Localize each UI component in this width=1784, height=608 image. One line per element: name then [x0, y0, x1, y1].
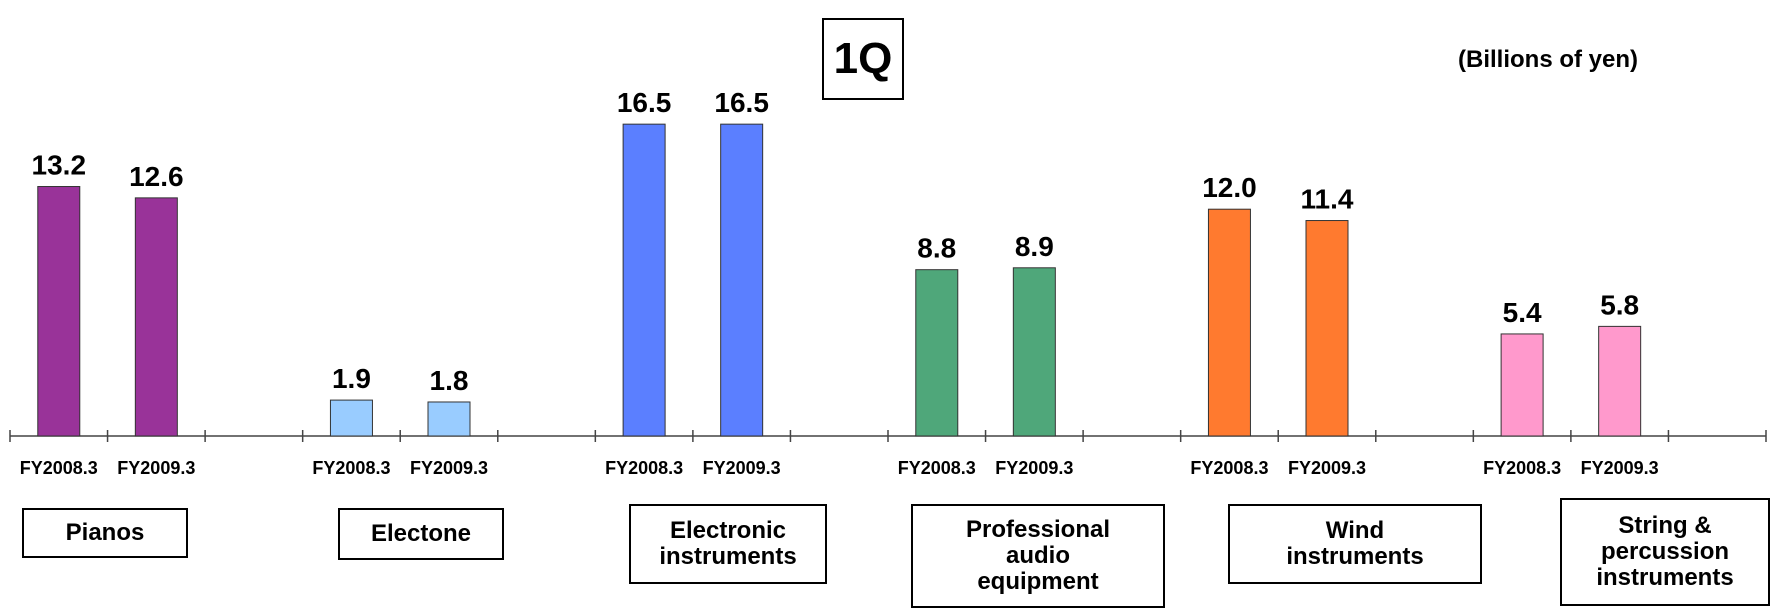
bar: [720, 123, 764, 437]
x-tick-label: FY2009.3: [1581, 458, 1659, 478]
bar-value-label: 5.8: [1600, 289, 1639, 320]
bar: [1012, 267, 1056, 437]
bar-value-label: 8.9: [1015, 231, 1054, 262]
bar: [622, 123, 666, 437]
bar-value-label: 1.9: [332, 363, 371, 394]
bar-value-label: 12.0: [1202, 172, 1257, 203]
x-tick-label: FY2008.3: [605, 458, 683, 478]
x-tick-label: FY2008.3: [312, 458, 390, 478]
bar-value-label: 12.6: [129, 161, 184, 192]
category-label: Pianos: [65, 519, 145, 546]
bar: [915, 269, 959, 437]
bar-value-label: 11.4: [1301, 184, 1354, 215]
category-box: Professional audio equipment: [911, 504, 1165, 608]
bar: [134, 197, 178, 437]
bar: [1207, 208, 1251, 437]
category-label: Wind instruments: [1286, 517, 1424, 570]
bar-value-label: 8.8: [917, 233, 956, 264]
x-tick-label: FY2009.3: [410, 458, 488, 478]
x-tick-label: FY2009.3: [703, 458, 781, 478]
bar: [1305, 220, 1349, 437]
x-tick-label: FY2009.3: [117, 458, 195, 478]
category-label: String & percussion instruments: [1596, 512, 1734, 591]
category-box: Wind instruments: [1228, 504, 1482, 584]
x-tick-label: FY2008.3: [1483, 458, 1561, 478]
x-tick-label: FY2008.3: [1190, 458, 1268, 478]
x-tick-label: FY2008.3: [20, 458, 98, 478]
bar-value-label: 1.8: [430, 365, 469, 396]
bar-value-label: 13.2: [32, 150, 87, 181]
period-label: 1Q: [833, 34, 893, 83]
category-label: Professional audio equipment: [965, 516, 1111, 595]
category-label: Electronic instruments: [659, 517, 797, 570]
bar-value-label: 16.5: [617, 87, 672, 118]
x-tick-label: FY2009.3: [1288, 458, 1366, 478]
x-tick-label: FY2009.3: [995, 458, 1073, 478]
bar: [1500, 333, 1544, 437]
category-box: Pianos: [22, 508, 188, 558]
category-label: Electone: [370, 520, 472, 547]
bar: [329, 399, 373, 437]
bar: [1598, 325, 1642, 437]
category-box: Electronic instruments: [629, 504, 827, 584]
unit-label: (Billions of yen): [1458, 46, 1638, 73]
category-box: Electone: [338, 508, 504, 560]
category-box: String & percussion instruments: [1560, 498, 1770, 606]
x-tick-label: FY2008.3: [898, 458, 976, 478]
bar-value-label: 16.5: [714, 87, 769, 118]
bar: [427, 401, 471, 437]
bar: [37, 186, 81, 437]
bar-value-label: 5.4: [1503, 297, 1542, 328]
period-box: 1Q: [822, 18, 904, 100]
